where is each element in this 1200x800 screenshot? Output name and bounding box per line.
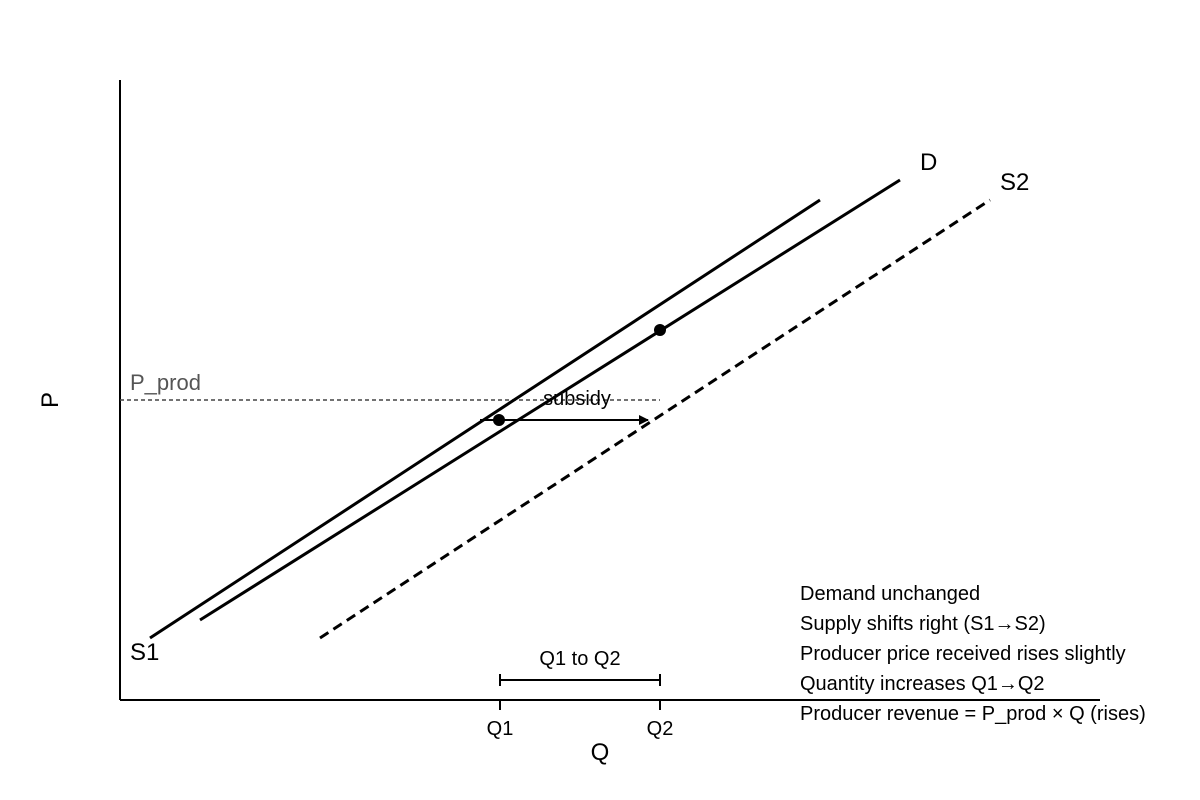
producer-price-label: P_prod	[130, 370, 201, 395]
q2-tick-label: Q2	[647, 718, 674, 740]
x-axis-label: Q	[591, 739, 610, 766]
note-line: Producer price received rises slightly	[800, 643, 1126, 665]
note-line: Supply shifts right (S1→S2)	[800, 613, 1046, 635]
demand-curve-label: D	[920, 149, 937, 176]
equilibrium-point-initial	[493, 414, 505, 426]
notes-block: Demand unchanged Supply shifts right (S1…	[800, 583, 1146, 725]
note-line: Demand unchanged	[800, 583, 980, 605]
subsidy-label: subsidy	[543, 388, 611, 410]
q1-tick-label: Q1	[487, 718, 514, 740]
quantity-range-label: Q1 to Q2	[539, 648, 620, 670]
supply-curve-s2-label: S2	[1000, 169, 1029, 196]
supply-curve-s1-label: S1	[130, 639, 159, 666]
demand-curve	[199, 178, 901, 622]
note-line: Producer revenue = P_prod × Q (rises)	[800, 703, 1146, 725]
y-axis-label: P	[37, 392, 64, 408]
equilibrium-point-new	[654, 324, 666, 336]
supply-curve-s2	[319, 198, 991, 640]
note-line: Quantity increases Q1→Q2	[800, 673, 1045, 695]
